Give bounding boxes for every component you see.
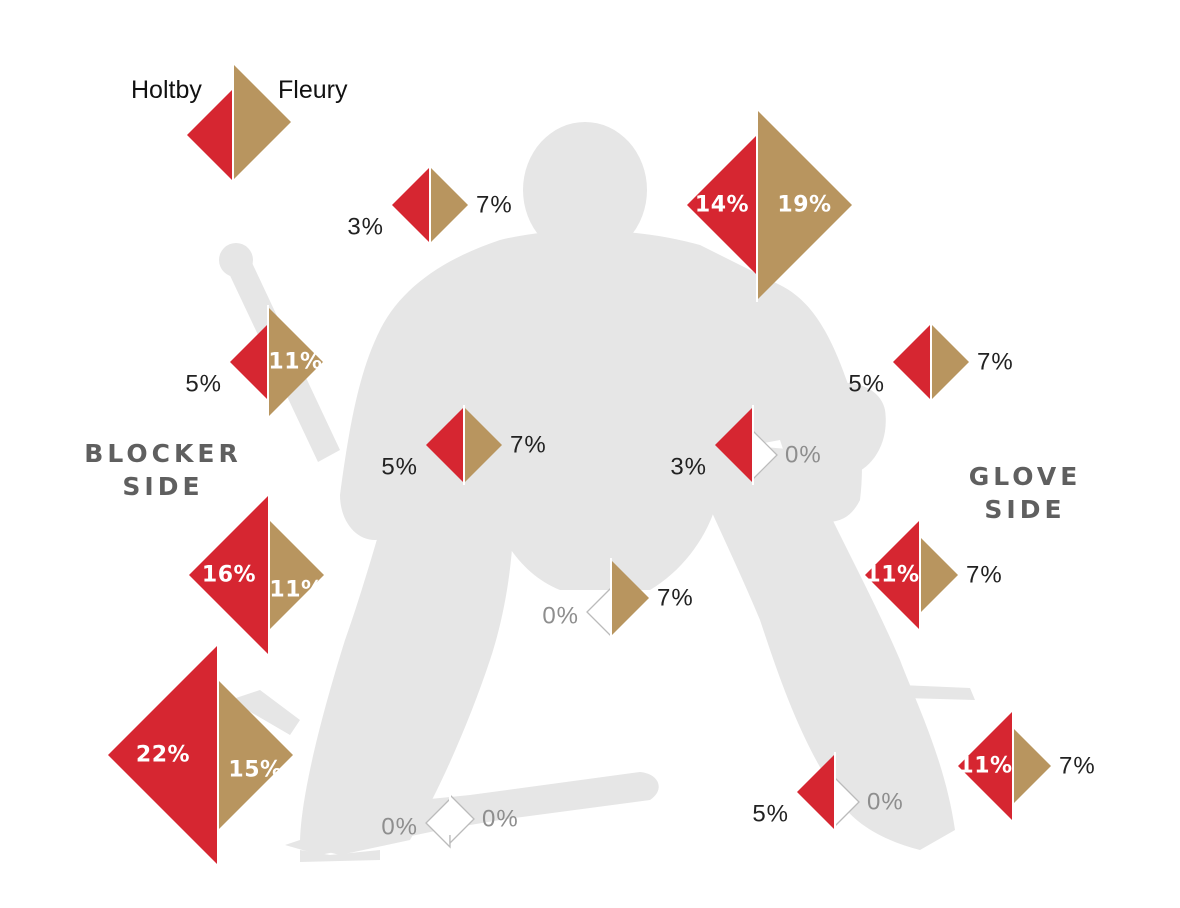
holtby-value-label: 11%	[865, 563, 919, 588]
zone-center-left: 5% 7%	[381, 405, 546, 485]
legend-holtby-label: Holtby	[131, 76, 202, 104]
fleury-value-label: 7%	[657, 585, 694, 612]
fleury-value-label: 7%	[476, 192, 513, 219]
diamond-marks: 3%7% 14% 19%5%11%5%7%5%7%3% 0%16%11%11% 7%0%…	[108, 62, 1096, 867]
holtby-value-label: 5%	[752, 801, 789, 828]
holtby-mark	[687, 135, 757, 275]
glove-side-line-2: SIDE	[984, 495, 1066, 524]
fleury-mark	[611, 560, 649, 636]
legend-fleury-label: Fleury	[278, 76, 348, 104]
legend-holtby-swatch	[187, 89, 233, 181]
holtby-value-label: 3%	[670, 454, 707, 481]
holtby-value-label: 22%	[136, 743, 190, 768]
fleury-mark	[1013, 728, 1051, 804]
fleury-mark	[931, 324, 969, 400]
zone-upper-right: 5% 7%	[848, 322, 1013, 402]
holtby-value-label: 14%	[695, 193, 749, 218]
fleury-value-label: 19%	[777, 193, 831, 218]
legend-key	[187, 62, 291, 182]
fleury-mark	[218, 680, 293, 830]
holtby-value-label: 0%	[381, 814, 418, 841]
fleury-mark	[269, 520, 324, 630]
zone-mid-left: 16% 11%	[189, 493, 324, 657]
blocker-side-label: BLOCKER SIDE	[75, 437, 251, 503]
glove-side-label: GLOVE SIDE	[955, 460, 1095, 526]
fleury-mark	[268, 307, 323, 417]
blocker-side-line-2: SIDE	[122, 472, 204, 501]
holtby-value-label: 11%	[958, 754, 1012, 779]
fleury-value-label: 0%	[482, 806, 519, 833]
zone-bottom-right-low: 5% 0%	[752, 752, 903, 832]
glove-side-line-1: GLOVE	[968, 462, 1082, 491]
holtby-value-label: 3%	[347, 214, 384, 241]
holtby-mark	[426, 407, 464, 483]
fleury-value-label: 15%	[228, 758, 282, 783]
zone-bottom-center: 0% 0%	[381, 783, 519, 849]
fleury-value-label: 7%	[510, 432, 547, 459]
fleury-value-label: 7%	[966, 562, 1003, 589]
zone-bottom-left: 22% 15%	[108, 643, 293, 867]
holtby-mark	[865, 520, 920, 630]
zone-mid-right: 11% 7%	[865, 518, 1003, 632]
fleury-value-label: 7%	[977, 349, 1014, 376]
fleury-mark	[464, 407, 502, 483]
goalie-silhouette	[219, 122, 975, 862]
holtby-value-label: 5%	[381, 454, 418, 481]
legend-fleury-swatch	[233, 64, 291, 180]
holtby-mark	[958, 711, 1013, 821]
holtby-mark	[189, 495, 269, 655]
holtby-value-label: 5%	[848, 371, 885, 398]
holtby-mark-zero	[586, 586, 612, 638]
fleury-mark	[430, 167, 468, 243]
zone-upper-left: 5% 11%	[185, 305, 323, 419]
fleury-value-label: 0%	[785, 442, 822, 469]
holtby-value-label: 16%	[202, 563, 256, 588]
zone-center-right: 3% 0%	[670, 405, 821, 485]
zone-top-left: 3% 7%	[347, 165, 512, 245]
fleury-mark	[920, 537, 958, 613]
fleury-mark	[757, 110, 852, 300]
zone-five-hole: 0% 7%	[542, 558, 693, 638]
holtby-mark	[797, 754, 835, 830]
holtby-mark	[715, 407, 753, 483]
blocker-side-line-1: BLOCKER	[84, 439, 242, 468]
holtby-value-label: 5%	[185, 371, 222, 398]
holtby-mark	[893, 324, 931, 400]
holtby-mark	[392, 167, 430, 243]
zone-top-right: 14% 19%	[687, 108, 852, 302]
holtby-mark	[108, 645, 218, 865]
fleury-value-label: 7%	[1059, 753, 1096, 780]
holtby-mark	[230, 324, 268, 400]
fleury-value-label: 11%	[269, 578, 323, 603]
holtby-value-label: 0%	[542, 603, 579, 630]
fleury-value-label: 0%	[867, 789, 904, 816]
zone-bottom-right: 11% 7%	[958, 709, 1096, 823]
fleury-value-label: 11%	[268, 350, 322, 375]
